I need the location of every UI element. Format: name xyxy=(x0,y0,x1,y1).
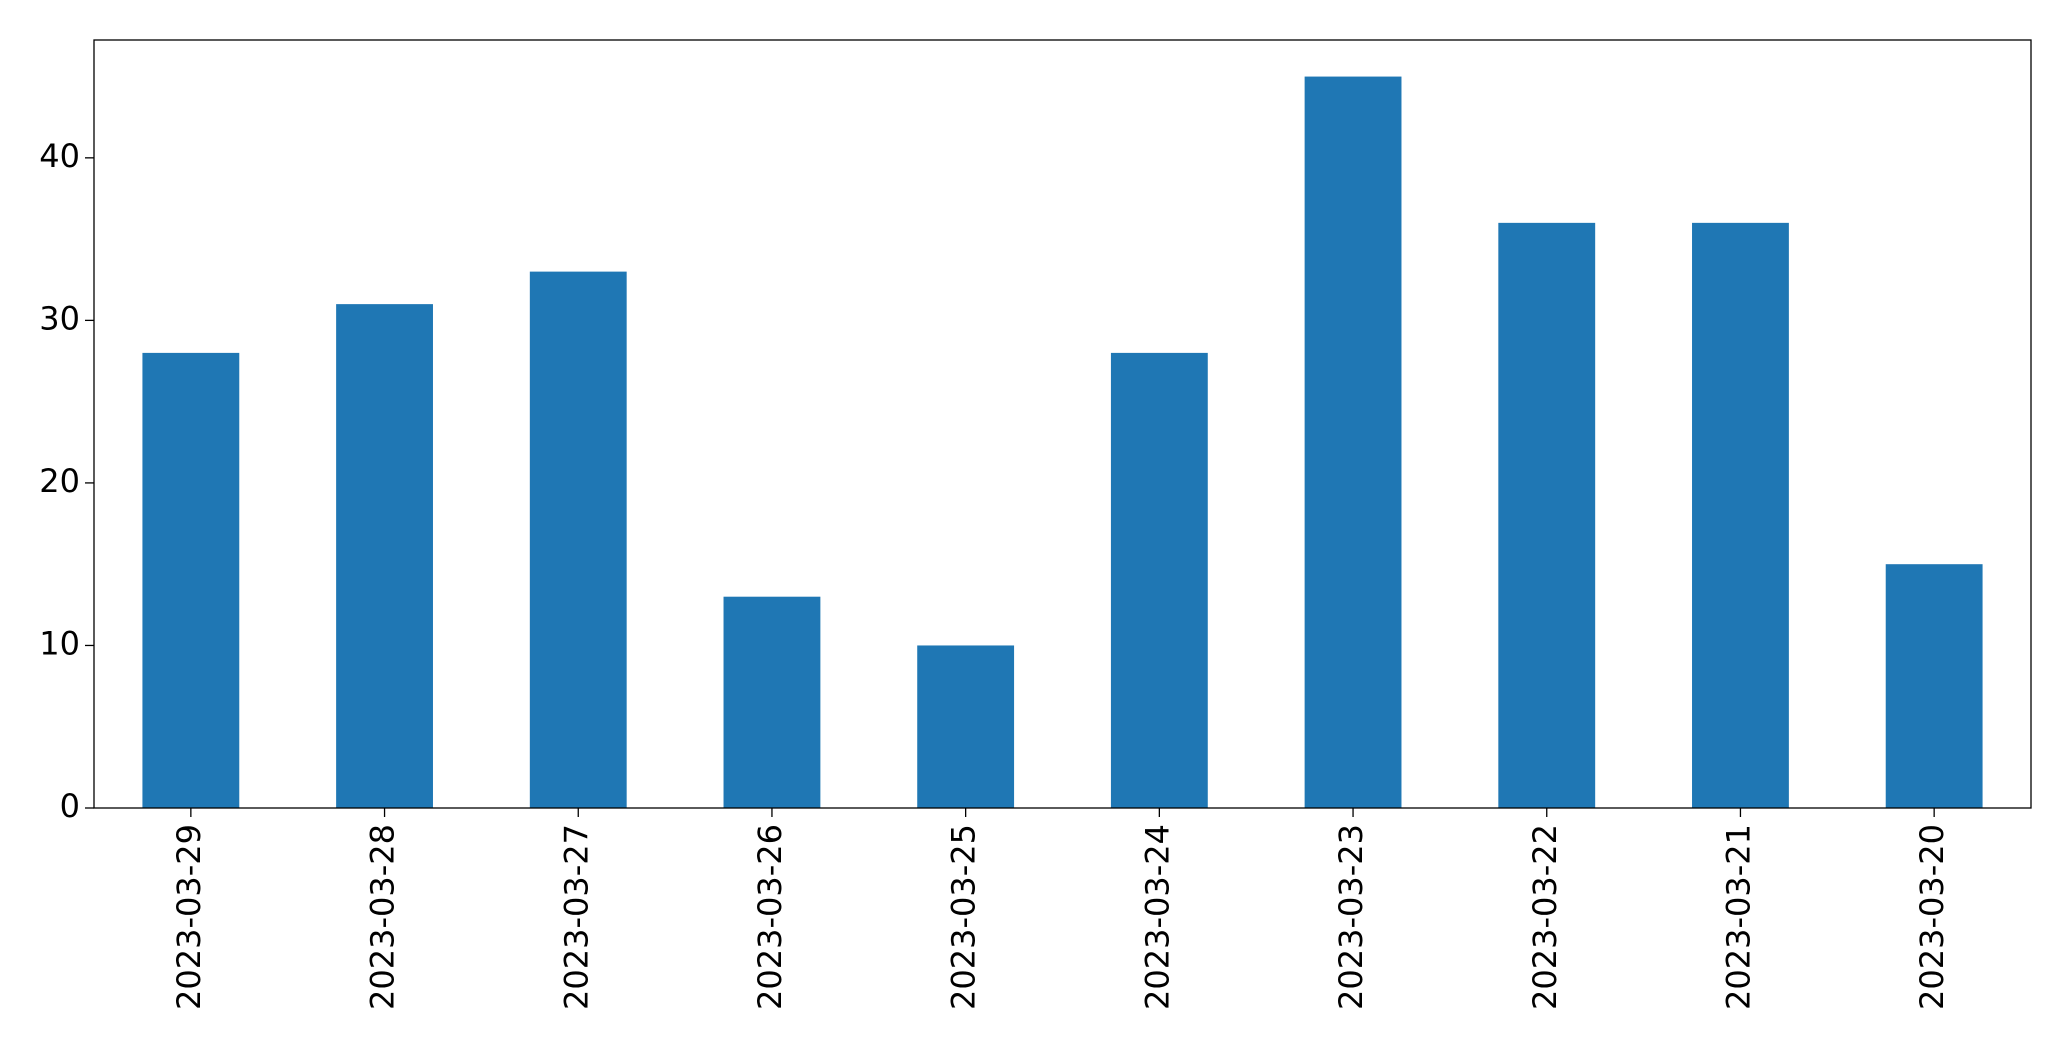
bar xyxy=(1692,222,1789,808)
bar xyxy=(142,352,240,808)
bar xyxy=(723,596,821,808)
bar xyxy=(917,645,1015,808)
y-tick-label: 10 xyxy=(39,624,80,662)
y-tick-label: 20 xyxy=(39,462,80,500)
y-tick-label: 30 xyxy=(39,299,80,337)
bar xyxy=(336,304,433,808)
bar xyxy=(529,271,627,809)
x-tick-label: 2023-03-22 xyxy=(1526,824,1564,1010)
bar xyxy=(1304,76,1402,809)
bar xyxy=(1498,222,1596,808)
plot-frame xyxy=(93,39,2032,809)
y-tick-label: 40 xyxy=(39,137,80,175)
x-tick-label: 2023-03-23 xyxy=(1332,824,1370,1010)
x-tick-label: 2023-03-26 xyxy=(751,824,789,1010)
x-tick-label: 2023-03-20 xyxy=(1913,824,1951,1010)
x-tick-label: 2023-03-24 xyxy=(1138,824,1176,1010)
x-tick-label: 2023-03-25 xyxy=(945,824,983,1010)
y-tick-label: 0 xyxy=(60,787,80,825)
bar xyxy=(1885,564,1983,808)
x-tick-label: 2023-03-29 xyxy=(170,824,208,1010)
bar xyxy=(1110,352,1208,808)
x-tick-label: 2023-03-27 xyxy=(557,824,595,1010)
x-tick-label: 2023-03-21 xyxy=(1719,824,1757,1010)
x-tick-label: 2023-03-28 xyxy=(364,824,402,1010)
